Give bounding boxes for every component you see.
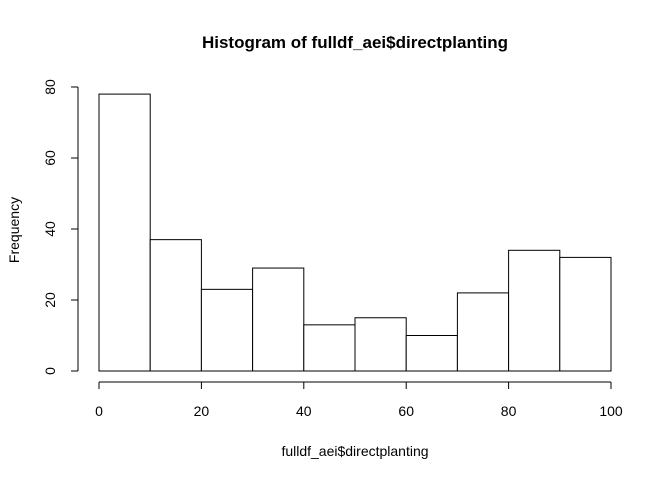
histogram-bar-1 <box>149 239 202 372</box>
y-tick-label-1: 20 <box>42 292 58 308</box>
y-axis: 0 20 40 60 80 <box>42 79 79 375</box>
x-tick-label-4: 80 <box>501 403 517 419</box>
chart-title: Histogram of fulldf_aei$directplanting <box>202 33 508 52</box>
histogram-bar-5 <box>354 317 407 372</box>
histogram-bars <box>98 93 612 372</box>
histogram-bar-8 <box>508 249 561 372</box>
histogram-bar-3 <box>252 267 305 372</box>
y-tick-label-3: 60 <box>42 150 58 166</box>
x-axis: 0 20 40 60 80 100 <box>95 381 623 419</box>
histogram-bar-6 <box>405 335 458 372</box>
histogram-bar-4 <box>303 324 356 372</box>
x-tick-label-2: 40 <box>296 403 312 419</box>
histogram-bar-7 <box>456 292 510 372</box>
y-tick-label-2: 40 <box>42 221 58 237</box>
x-tick-label-1: 20 <box>194 403 210 419</box>
y-tick-label-4: 80 <box>42 79 58 95</box>
y-tick-label-0: 0 <box>42 367 58 375</box>
histogram-bar-2 <box>200 288 254 372</box>
x-tick-label-0: 0 <box>95 403 103 419</box>
x-axis-label: fulldf_aei$directplanting <box>281 443 428 459</box>
y-axis-label: Frequency <box>6 197 22 263</box>
histogram-bar-0 <box>98 93 151 372</box>
x-tick-label-5: 100 <box>599 403 623 419</box>
x-tick-label-3: 60 <box>398 403 414 419</box>
histogram-bar-9 <box>559 256 612 372</box>
